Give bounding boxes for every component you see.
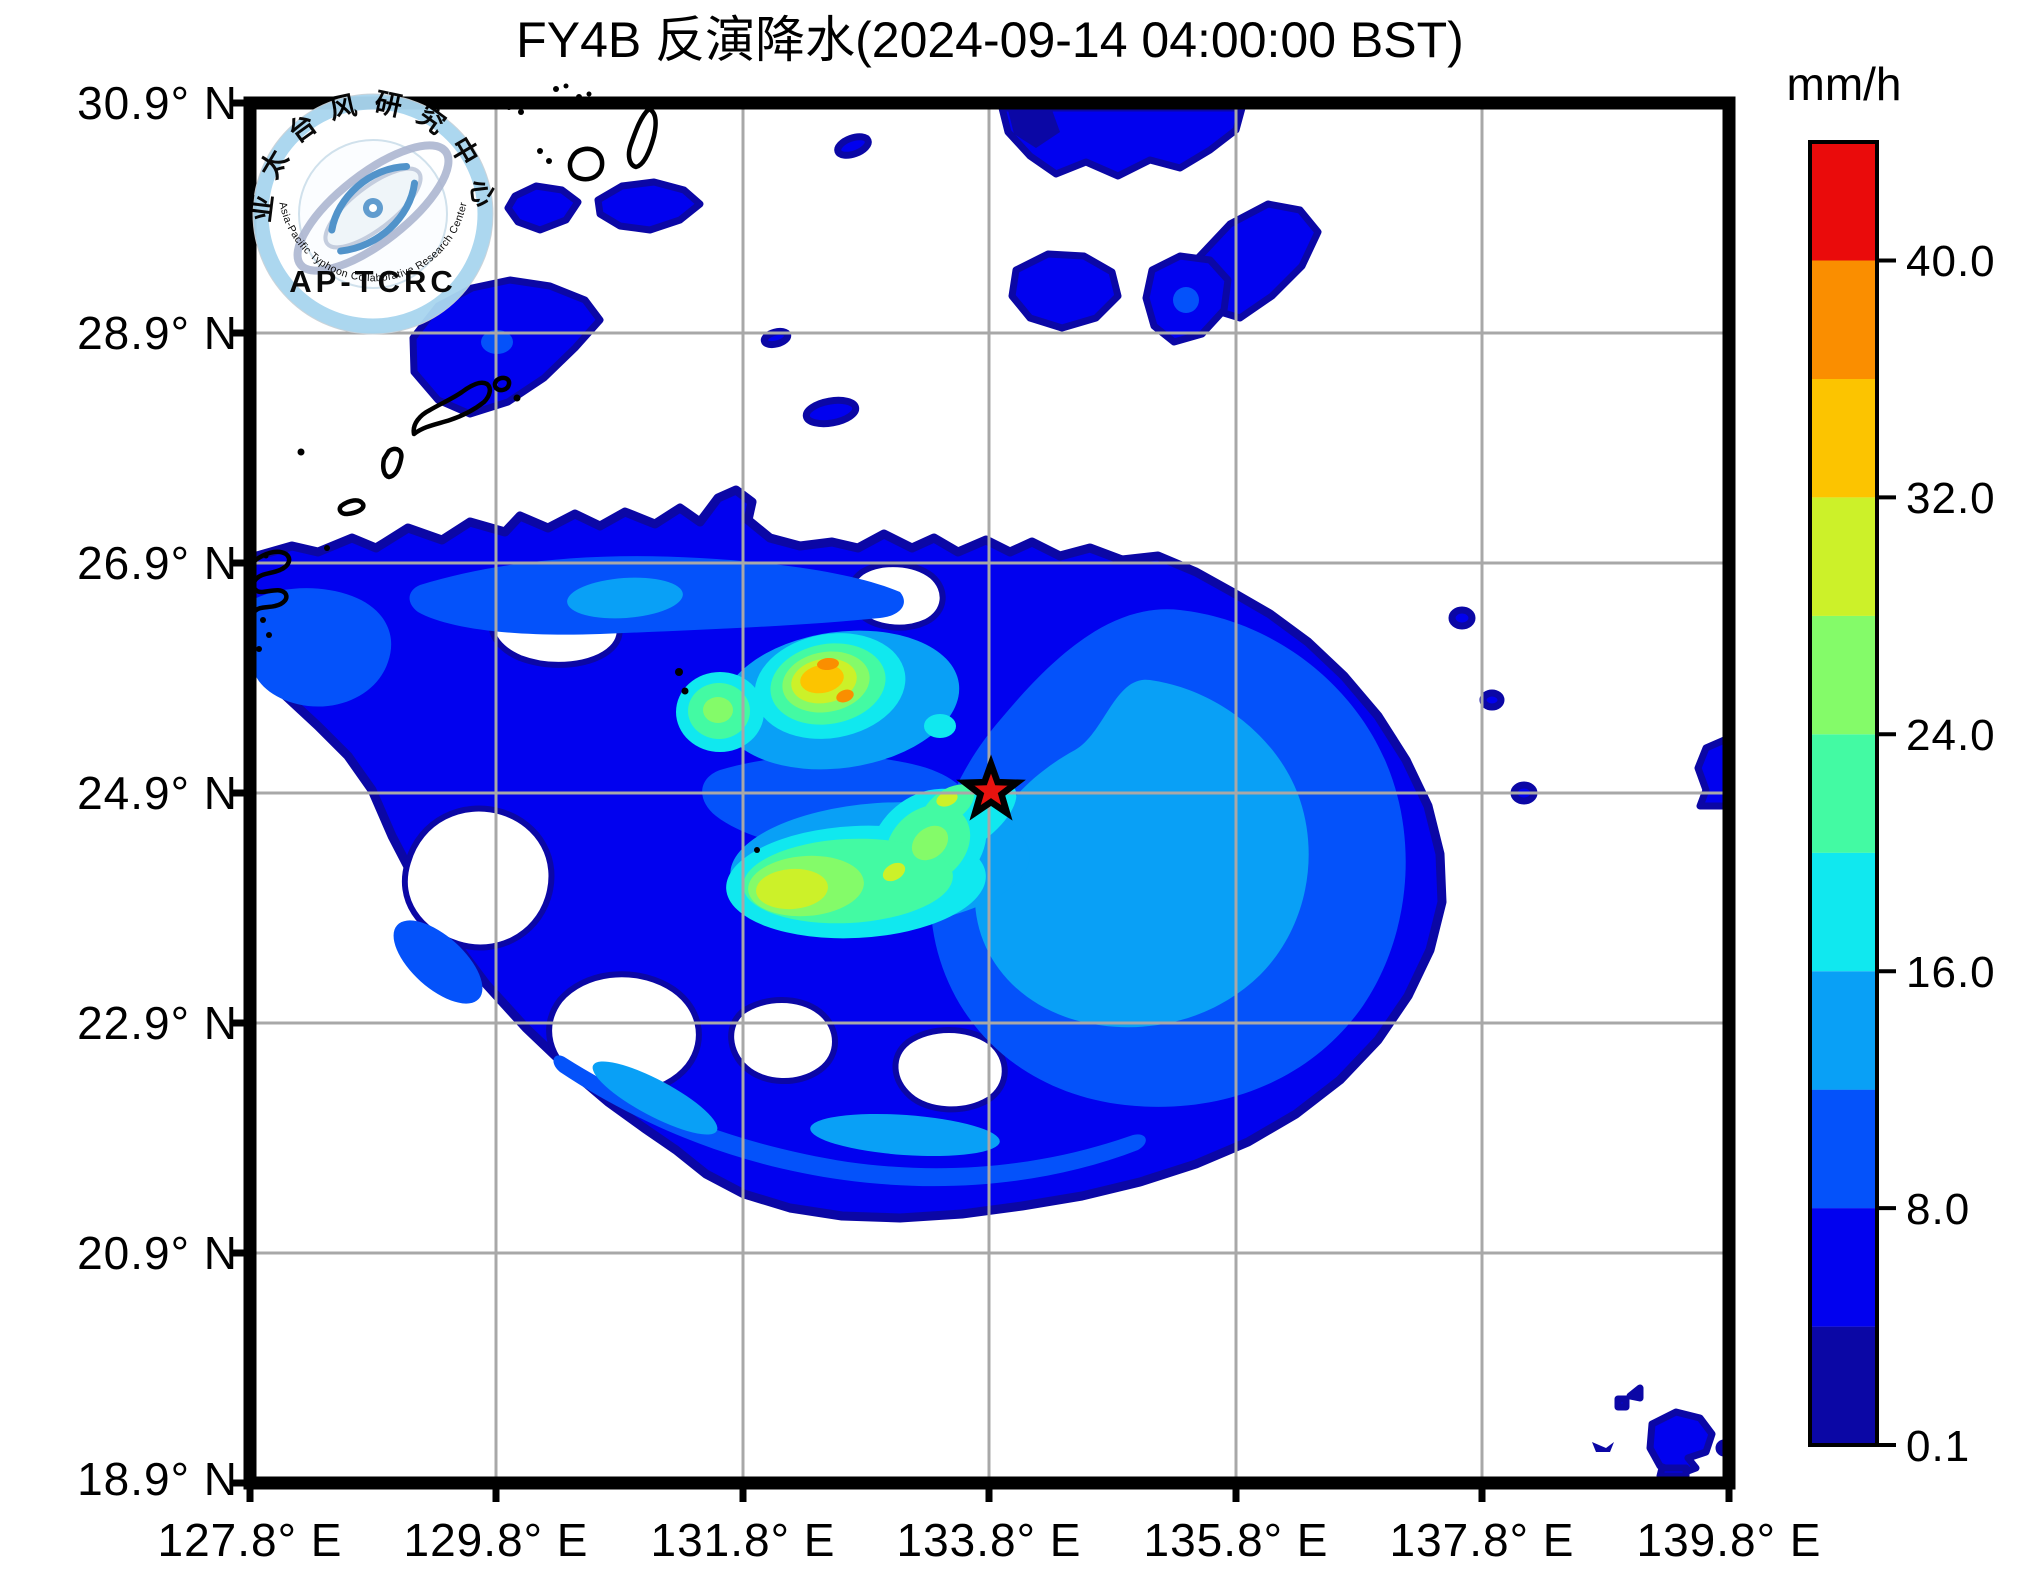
colorbar-labels: 40.0 32.0 24.0 16.0 8.0 0.1 <box>1906 237 1996 1471</box>
precip-navy-bits <box>1008 110 1614 1452</box>
precip-speck <box>1448 606 1476 630</box>
colorbar-border <box>1808 140 1879 1447</box>
map-frame <box>231 96 1736 1502</box>
island-outline <box>567 146 605 182</box>
cbar-tick-label: 32.0 <box>1906 474 1996 523</box>
lvl10-core <box>836 689 854 703</box>
lvl4-blob <box>810 1113 1000 1157</box>
cbar-seg-28-32 <box>1810 497 1877 616</box>
precip-level10 <box>817 657 854 703</box>
precip-patch <box>594 178 704 234</box>
y-tick-label: 30.9° N <box>77 77 238 129</box>
galaxy-core-center <box>369 204 377 212</box>
island-outline <box>492 375 512 393</box>
lvl7-blob <box>911 825 949 861</box>
cbar-seg-20-24 <box>1810 734 1877 853</box>
x-tick-label: 139.8° E <box>1637 1514 1822 1566</box>
galaxy-icon <box>293 141 453 275</box>
lvl3-dot <box>1173 287 1199 313</box>
galaxy-arm <box>337 179 419 255</box>
axis-ticks-bottom <box>246 1483 1733 1502</box>
precip-speck <box>1614 1395 1630 1411</box>
precip-level9 <box>800 664 844 694</box>
cbar-seg-16-20 <box>1810 852 1877 972</box>
precip-patch <box>1008 250 1122 332</box>
colorbar-segments <box>1810 142 1877 1445</box>
island-outline <box>411 380 493 437</box>
y-axis-labels: 30.9° N 28.9° N 26.9° N 24.9° N 22.9° N … <box>77 77 238 1505</box>
x-axis-labels: 127.8° E 129.8° E 131.8° E 133.8° E 135.… <box>158 1514 1822 1566</box>
lvl8-dot <box>936 791 958 807</box>
precip-patch <box>504 182 582 234</box>
cbar-seg-8-12 <box>1810 1089 1877 1209</box>
precip-speck <box>834 133 872 159</box>
lvl4-blob <box>974 679 1309 1028</box>
axis-ticks-left <box>231 99 250 1487</box>
grid-lines <box>250 103 1729 1483</box>
lvl7-blob <box>703 697 733 723</box>
lvl3-blob <box>252 588 392 707</box>
island-outline <box>337 498 366 517</box>
lvl10-core <box>817 657 839 671</box>
precip-speck <box>1479 689 1505 711</box>
typhoon-center-star <box>956 754 1026 821</box>
galaxy-outer-ring <box>293 141 453 275</box>
colorbar-ticks <box>1877 258 1896 1447</box>
lvl9-core <box>800 664 844 694</box>
cbar-seg-40plus <box>1810 142 1877 261</box>
colorbar: mm/h 40.0 32.0 24.0 16.0 <box>1787 58 1996 1471</box>
cbar-tick-label: 8.0 <box>1906 1185 1970 1234</box>
galaxy-arm <box>328 163 411 234</box>
x-tick-label: 131.8° E <box>651 1514 836 1566</box>
chart-title: FY4B 反演降水(2024-09-14 04:00:00 BST) <box>516 12 1464 68</box>
precip-speck <box>1626 1384 1644 1402</box>
navy-patch <box>1592 1442 1614 1452</box>
precip-speck <box>1656 1464 1690 1480</box>
cbar-seg-4-8 <box>1810 1208 1877 1327</box>
x-tick-label: 133.8° E <box>897 1514 1082 1566</box>
cbar-seg-32-36 <box>1810 378 1877 498</box>
logo-acronym: AP-TCRC <box>289 264 457 299</box>
y-tick-label: 28.9° N <box>77 307 238 359</box>
navy-patch <box>1008 110 1060 148</box>
y-tick-label: 24.9° N <box>77 767 238 819</box>
x-tick-label: 137.8° E <box>1390 1514 1575 1566</box>
y-tick-label: 20.9° N <box>77 1227 238 1279</box>
lvl4-blob <box>567 577 683 619</box>
lvl4-blob <box>592 1061 718 1135</box>
coastlines <box>250 83 760 853</box>
y-tick-label: 18.9° N <box>77 1453 238 1505</box>
lvl8-dot <box>882 862 906 882</box>
cbar-tick-label: 0.1 <box>1906 1422 1970 1471</box>
x-tick-label: 129.8° E <box>404 1514 589 1566</box>
cbar-seg-12-16 <box>1810 971 1877 1090</box>
precip-speck <box>802 396 860 428</box>
cbar-tick-label: 16.0 <box>1906 948 1996 997</box>
cbar-seg-36-40 <box>1810 260 1877 379</box>
colorbar-unit-label: mm/h <box>1787 58 1902 110</box>
cbar-tick-label: 24.0 <box>1906 711 1996 760</box>
band-gap <box>728 997 838 1084</box>
y-tick-label: 22.9° N <box>77 997 238 1049</box>
cbar-tick-label: 40.0 <box>1906 237 1996 286</box>
island-outline <box>626 106 658 170</box>
precip-patch <box>1646 1408 1716 1478</box>
lvl8-core <box>756 868 828 910</box>
y-tick-label: 26.9° N <box>77 537 238 589</box>
island-dots <box>256 83 760 853</box>
x-tick-label: 135.8° E <box>1144 1514 1329 1566</box>
cbar-seg-0.1-4 <box>1810 1326 1877 1445</box>
cbar-seg-24-28 <box>1810 615 1877 735</box>
island-outline <box>380 446 404 480</box>
lvl5-dot <box>924 714 956 738</box>
lvl3-blob <box>393 920 483 1004</box>
x-tick-label: 127.8° E <box>158 1514 343 1566</box>
